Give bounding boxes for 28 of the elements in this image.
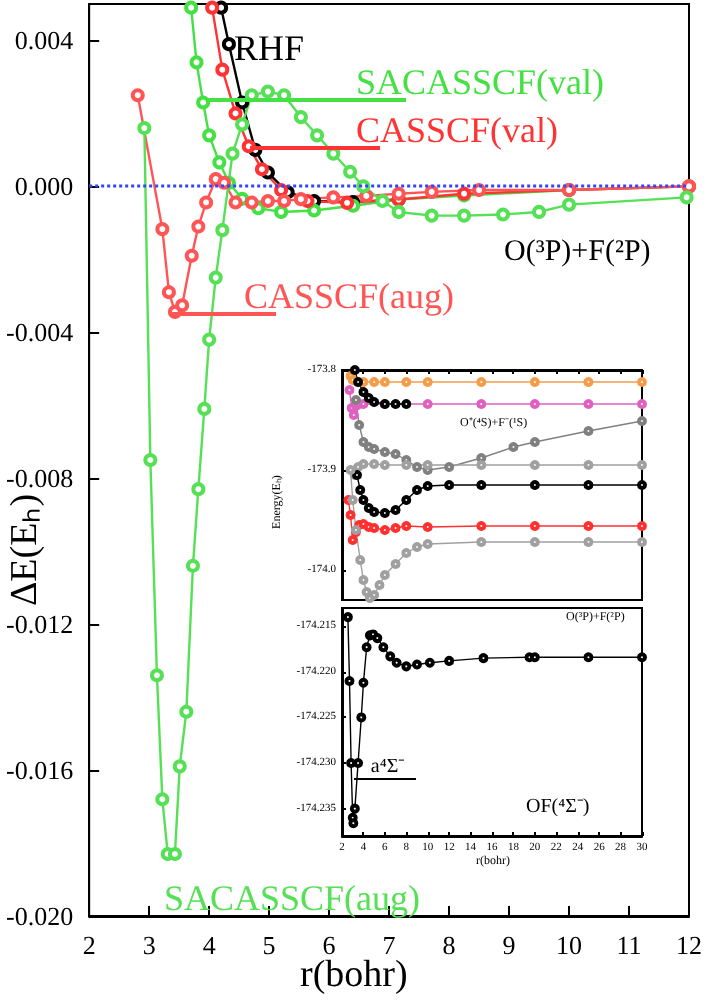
annotation: OF(⁴Σ⁻) <box>526 796 590 818</box>
annotation: O(³P)+F(²P) <box>504 236 651 268</box>
x-tick-label: 4 <box>202 930 217 960</box>
series-label: RHF <box>234 28 305 68</box>
y-tick-label: -0.012 <box>5 609 74 640</box>
series-label: CASSCF(val) <box>356 110 559 150</box>
x-tick-label: 2 <box>82 930 96 960</box>
y-tick-label: -0.004 <box>5 317 75 348</box>
x-tick-label: 10 <box>556 930 583 960</box>
y-tick-label: -0.020 <box>5 901 74 931</box>
x-tick-label: 8 <box>442 930 456 960</box>
x-axis-title: r(bohr) <box>300 954 408 996</box>
text: SACASSCF(val) <box>356 62 605 102</box>
series-label: SACASSCF(aug) <box>164 878 421 918</box>
y-axis-title: ΔE(Eₕ) <box>4 493 46 607</box>
x-tick-label: 6 <box>322 930 337 960</box>
x-tick-label: 9 <box>502 930 516 960</box>
x-tick-label: 11 <box>616 930 642 960</box>
x-tick-label: 5 <box>262 930 276 960</box>
y-tick-label: 0.004 <box>14 25 75 56</box>
y-tick-label: 0.000 <box>14 171 74 202</box>
x-tick-label: 3 <box>142 930 156 960</box>
x-tick-label: 12 <box>676 930 702 960</box>
y-tick-label: -0.008 <box>5 463 74 494</box>
series-label: CASSCF(aug) <box>244 276 455 316</box>
y-tick-label: -0.016 <box>5 755 75 786</box>
x-tick-label: 7 <box>382 930 397 960</box>
annotation: a⁴Σ⁻ <box>354 755 417 780</box>
